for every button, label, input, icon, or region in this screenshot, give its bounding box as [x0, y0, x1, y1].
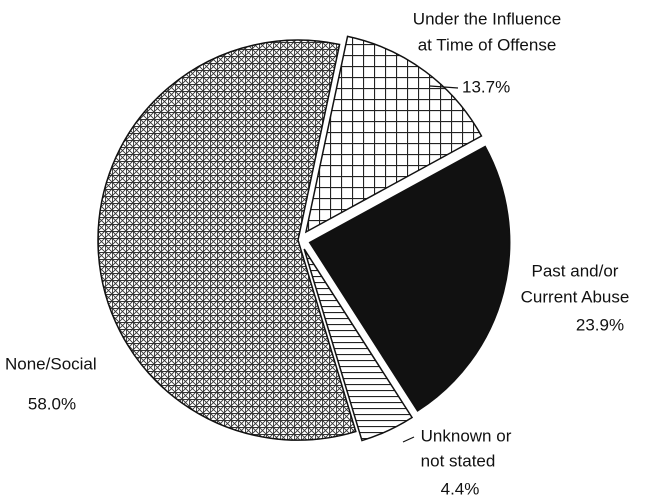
slice-label: Current Abuse — [521, 287, 630, 306]
slice-label: Past and/or — [532, 261, 619, 280]
slice-label: None/Social — [5, 354, 97, 373]
leader-line — [429, 85, 459, 89]
value-label: 4.4% — [441, 479, 480, 498]
slice-label: not stated — [421, 451, 496, 470]
value-label: 58.0% — [28, 394, 76, 413]
value-label: 23.9% — [576, 315, 624, 334]
pie-slice — [308, 145, 511, 412]
value-label: 13.7% — [462, 77, 510, 96]
leader-line — [402, 436, 415, 443]
pie-slice — [303, 248, 414, 442]
slice-label: Unknown or — [421, 426, 512, 445]
slice-label: Under the Influence — [413, 9, 561, 28]
pie-slice — [97, 39, 357, 441]
slice-label: at Time of Offense — [418, 35, 557, 54]
pie-slice — [304, 35, 483, 234]
